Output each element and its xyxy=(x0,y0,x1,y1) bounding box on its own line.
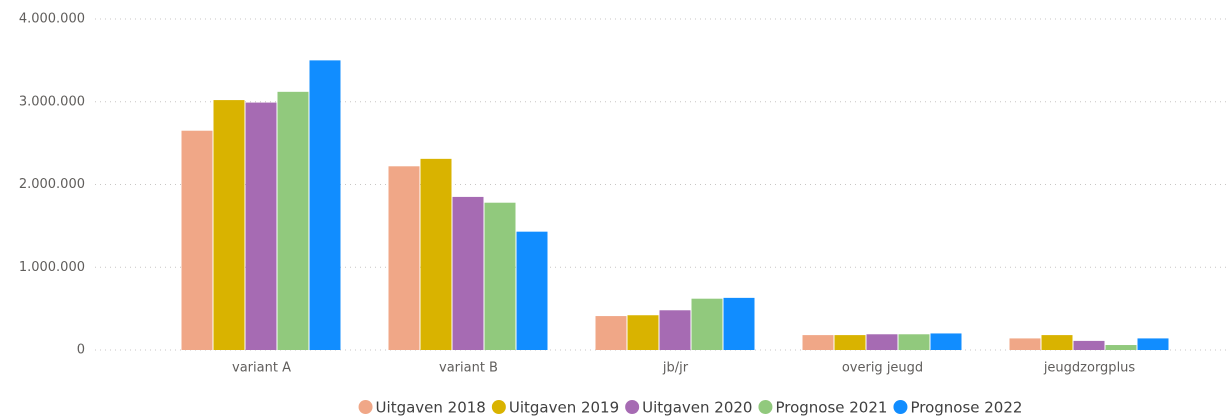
y-tick-label: 2.000.000 xyxy=(19,177,85,192)
bar xyxy=(1137,338,1169,350)
x-tick-label: variant B xyxy=(439,361,498,376)
bar xyxy=(627,315,659,350)
bar xyxy=(866,334,898,350)
bar xyxy=(309,60,341,350)
legend-marker xyxy=(491,400,506,414)
y-tick-label: 0 xyxy=(77,343,85,358)
legend: Uitgaven 2018 Uitgaven 2019 Uitgaven 2020 P… xyxy=(358,399,1022,417)
x-tick-label: variant A xyxy=(232,361,291,376)
legend-label: Prognose 2021 xyxy=(775,399,887,417)
bar xyxy=(723,297,755,350)
y-tick-label: 4.000.000 xyxy=(19,12,85,27)
y-tick-label: 3.000.000 xyxy=(19,94,85,109)
legend-marker xyxy=(893,400,908,414)
bar xyxy=(452,196,484,350)
bar xyxy=(659,310,691,350)
bar xyxy=(834,335,866,350)
x-tick-label: jb/jr xyxy=(662,361,689,376)
bar xyxy=(277,91,309,350)
bar xyxy=(595,316,627,350)
bar xyxy=(691,298,723,350)
legend-marker xyxy=(625,400,640,414)
legend-label: Prognose 2022 xyxy=(910,399,1022,417)
bar xyxy=(930,333,962,350)
legend-marker xyxy=(358,400,373,414)
bar xyxy=(898,334,930,350)
bar xyxy=(484,202,516,350)
legend-label: Uitgaven 2018 xyxy=(376,399,486,417)
bar xyxy=(516,231,548,350)
bar xyxy=(420,158,452,350)
y-tick-label: 1.000.000 xyxy=(19,260,85,275)
bar xyxy=(802,335,834,350)
x-tick-label: jeugdzorgplus xyxy=(1043,361,1136,376)
legend-label: Uitgaven 2020 xyxy=(642,399,752,417)
x-tick-label: overig jeugd xyxy=(842,361,923,376)
bar xyxy=(213,100,245,350)
bar xyxy=(1073,340,1105,350)
bar xyxy=(1009,338,1041,350)
legend-marker xyxy=(758,400,773,414)
bar xyxy=(1041,335,1073,350)
bar xyxy=(181,130,213,350)
bar xyxy=(245,102,277,350)
bar xyxy=(1105,345,1137,350)
legend-label: Uitgaven 2019 xyxy=(509,399,619,417)
bar xyxy=(388,166,420,350)
